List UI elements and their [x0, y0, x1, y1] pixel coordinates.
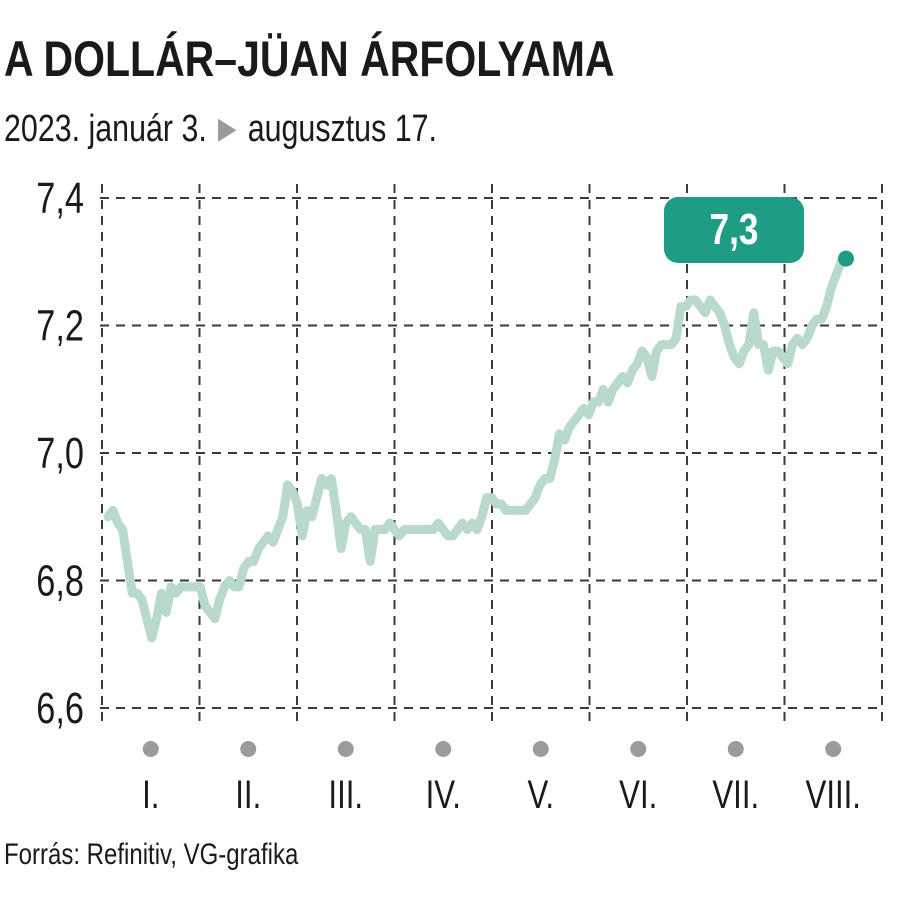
month-label: IV. — [426, 772, 461, 817]
last-value-callout — [664, 197, 804, 263]
x-axis: I. II. III. IV. V. VI. VII. VIII. — [142, 741, 861, 817]
month-dot — [630, 741, 647, 757]
month-dot — [532, 741, 549, 757]
date-range-end: augusztus 17. — [247, 108, 437, 150]
y-axis: 6,6 6,8 7,0 7,2 7,4 — [36, 174, 84, 733]
month-label: VI. — [619, 772, 657, 817]
month-label: III. — [328, 772, 363, 817]
month-dot — [435, 741, 452, 757]
month-label: VII. — [712, 772, 759, 817]
series-line — [103, 254, 851, 643]
last-value-label: 7,3 — [710, 205, 759, 254]
month-dot — [337, 741, 354, 757]
month-label: VIII. — [806, 772, 861, 817]
date-range-start: 2023. január 3. — [4, 108, 207, 150]
month-label: V. — [527, 772, 554, 817]
month-dot — [825, 741, 842, 757]
month-label: I. — [142, 772, 159, 817]
callout: 7,3 — [664, 197, 804, 263]
y-tick-label: 7,2 — [36, 301, 84, 350]
month-label: II. — [235, 772, 261, 817]
chart-subtitle: 2023. január 3. ▶ augusztus 17. — [4, 108, 437, 151]
grid — [100, 184, 884, 724]
y-tick-label: 7,0 — [36, 429, 84, 478]
month-dot — [240, 741, 257, 757]
chart-title: A DOLLÁR–JÜAN ÁRFOLYAMA — [4, 31, 615, 87]
y-tick-label: 7,4 — [36, 174, 84, 223]
month-dot — [142, 741, 159, 757]
play-triangle-icon: ▶ — [218, 112, 237, 145]
month-dot — [727, 741, 744, 757]
series — [103, 250, 854, 643]
source-note: Forrás: Refinitiv, VG-grafika — [4, 838, 299, 871]
y-tick-label: 6,8 — [36, 556, 84, 605]
last-value-marker — [838, 250, 854, 267]
y-tick-label: 6,6 — [36, 684, 84, 733]
